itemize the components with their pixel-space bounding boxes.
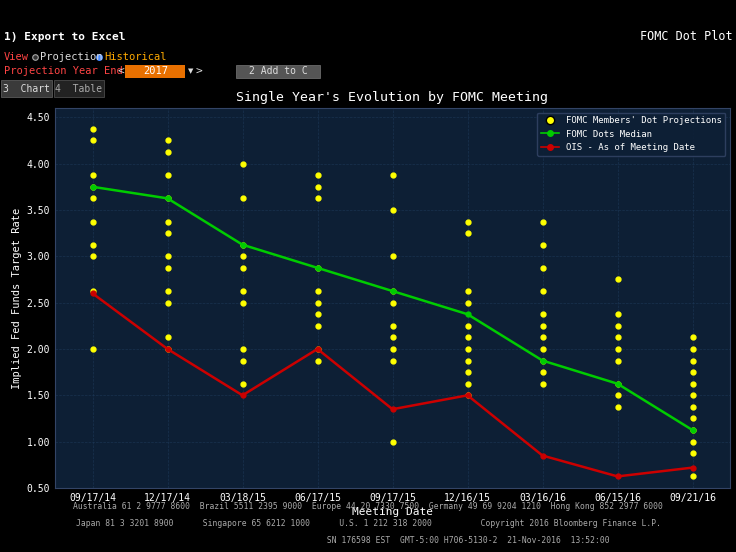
Bar: [236, 65, 320, 78]
Text: <: <: [118, 66, 124, 77]
Text: 4  Table: 4 Table: [55, 83, 102, 94]
Y-axis label: Implied Fed Funds Target Rate: Implied Fed Funds Target Rate: [13, 208, 23, 389]
Text: SN 176598 EST  GMT-5:00 H706-5130-2  21-Nov-2016  13:52:00: SN 176598 EST GMT-5:00 H706-5130-2 21-No…: [127, 536, 609, 545]
Text: 2 Add to C: 2 Add to C: [249, 66, 308, 77]
X-axis label: Meeting Date: Meeting Date: [352, 507, 433, 517]
Bar: [1, 80, 52, 97]
Legend: FOMC Members' Dot Projections, FOMC Dots Median, OIS - As of Meeting Date: FOMC Members' Dot Projections, FOMC Dots…: [537, 113, 726, 156]
Text: Japan 81 3 3201 8900      Singapore 65 6212 1000      U.S. 1 212 318 2000       : Japan 81 3 3201 8900 Singapore 65 6212 1…: [76, 519, 660, 528]
Title: Single Year's Evolution by FOMC Meeting: Single Year's Evolution by FOMC Meeting: [236, 91, 548, 104]
Text: Historical: Historical: [105, 51, 167, 61]
Text: 2017: 2017: [143, 66, 168, 77]
Text: Projection Year End: Projection Year End: [4, 66, 122, 77]
Text: 3  Chart: 3 Chart: [3, 83, 50, 94]
Bar: [54, 80, 104, 97]
Text: FOMC Dot Plot: FOMC Dot Plot: [640, 30, 732, 43]
Text: Australia 61 2 9777 8600  Brazil 5511 2395 9000  Europe 44 20 7330 7500  Germany: Australia 61 2 9777 8600 Brazil 5511 239…: [73, 502, 663, 511]
Text: Projection: Projection: [40, 51, 103, 61]
Text: >: >: [195, 66, 202, 77]
Text: 1) Export to Excel: 1) Export to Excel: [4, 31, 125, 41]
Bar: [125, 65, 185, 78]
Text: ▼: ▼: [188, 68, 193, 75]
Text: View: View: [4, 51, 29, 61]
